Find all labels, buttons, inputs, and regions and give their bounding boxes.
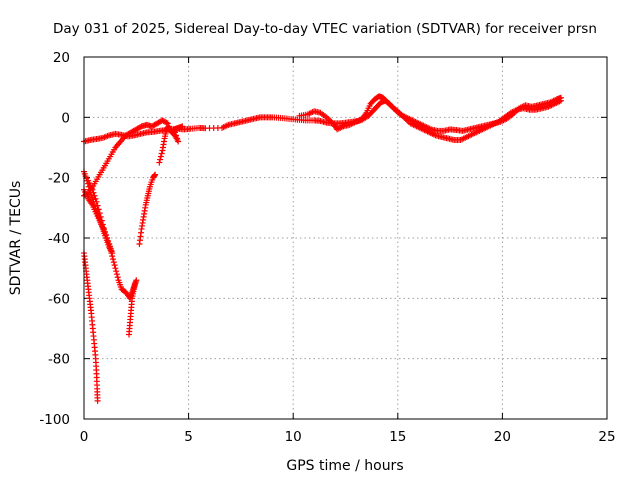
data-point: [94, 397, 101, 404]
data-point: [85, 177, 92, 184]
data-point: [557, 97, 564, 104]
data-point: [133, 277, 140, 284]
x-axis-label: GPS time / hours: [286, 458, 403, 474]
data-point: [90, 189, 97, 196]
data-point: [107, 247, 114, 254]
data-point: [152, 171, 159, 178]
chart-title: Day 031 of 2025, Sidereal Day-to-day VTE…: [53, 21, 597, 37]
data-point: [157, 156, 164, 163]
data-point: [93, 198, 100, 205]
data-point: [104, 235, 111, 241]
data-point: [175, 138, 182, 145]
data-point: [158, 150, 165, 157]
data-point: [163, 119, 170, 126]
x-tick-label: 15: [389, 429, 406, 445]
y-tick-label: -60: [48, 291, 70, 307]
data-point: [110, 259, 117, 266]
x-tick-label: 10: [285, 429, 302, 445]
y-tick-label: -40: [48, 231, 70, 247]
data-point: [105, 238, 112, 245]
data-point: [106, 241, 113, 248]
data-point: [114, 274, 121, 281]
series-rebound-from-minus-14: [156, 123, 186, 166]
x-tick-label: 20: [494, 429, 511, 445]
y-tick-label: -80: [48, 352, 70, 368]
data-point: [106, 244, 113, 251]
data-point: [94, 202, 101, 209]
series-spike-minus-72: [125, 280, 139, 338]
data-point: [112, 265, 119, 272]
x-tick-labels: 0 5 10 15 20 25: [80, 429, 616, 445]
data-point: [108, 250, 115, 257]
data-point: [110, 256, 117, 263]
data-point: [174, 135, 181, 142]
series-upper-lobes: [296, 97, 564, 143]
data-points: [81, 93, 564, 404]
data-point: [92, 195, 99, 202]
data-point: [111, 262, 118, 269]
series-rebound-from-minus-42: [136, 171, 159, 248]
x-tick-label: 0: [80, 429, 89, 445]
series-descent-to-minus-60: [81, 186, 140, 302]
data-point: [101, 228, 108, 235]
x-tick-label: 25: [598, 429, 615, 445]
data-point: [96, 210, 103, 217]
data-point: [109, 253, 116, 260]
x-tick-label: 5: [184, 429, 193, 445]
plot-frame: [83, 56, 608, 420]
data-point: [113, 271, 120, 278]
data-point: [132, 280, 139, 287]
y-tick-label: -100: [39, 412, 70, 428]
y-tick-label: -20: [48, 171, 70, 187]
y-tick-labels: -100 -80 -60 -40 -20 0 20: [39, 50, 70, 428]
data-point: [173, 132, 180, 139]
y-tick-label: 20: [53, 50, 70, 66]
data-point: [156, 159, 163, 166]
data-point: [157, 153, 164, 160]
data-point: [113, 268, 120, 275]
series-main-band: [81, 93, 564, 145]
y-tick-label: 0: [61, 110, 70, 126]
data-point: [137, 124, 144, 131]
data-point: [102, 231, 109, 238]
grid-lines: [84, 57, 607, 419]
y-axis-label: SDTVAR / TECUs: [8, 181, 24, 296]
data-point: [179, 123, 186, 130]
data-point: [91, 192, 98, 199]
